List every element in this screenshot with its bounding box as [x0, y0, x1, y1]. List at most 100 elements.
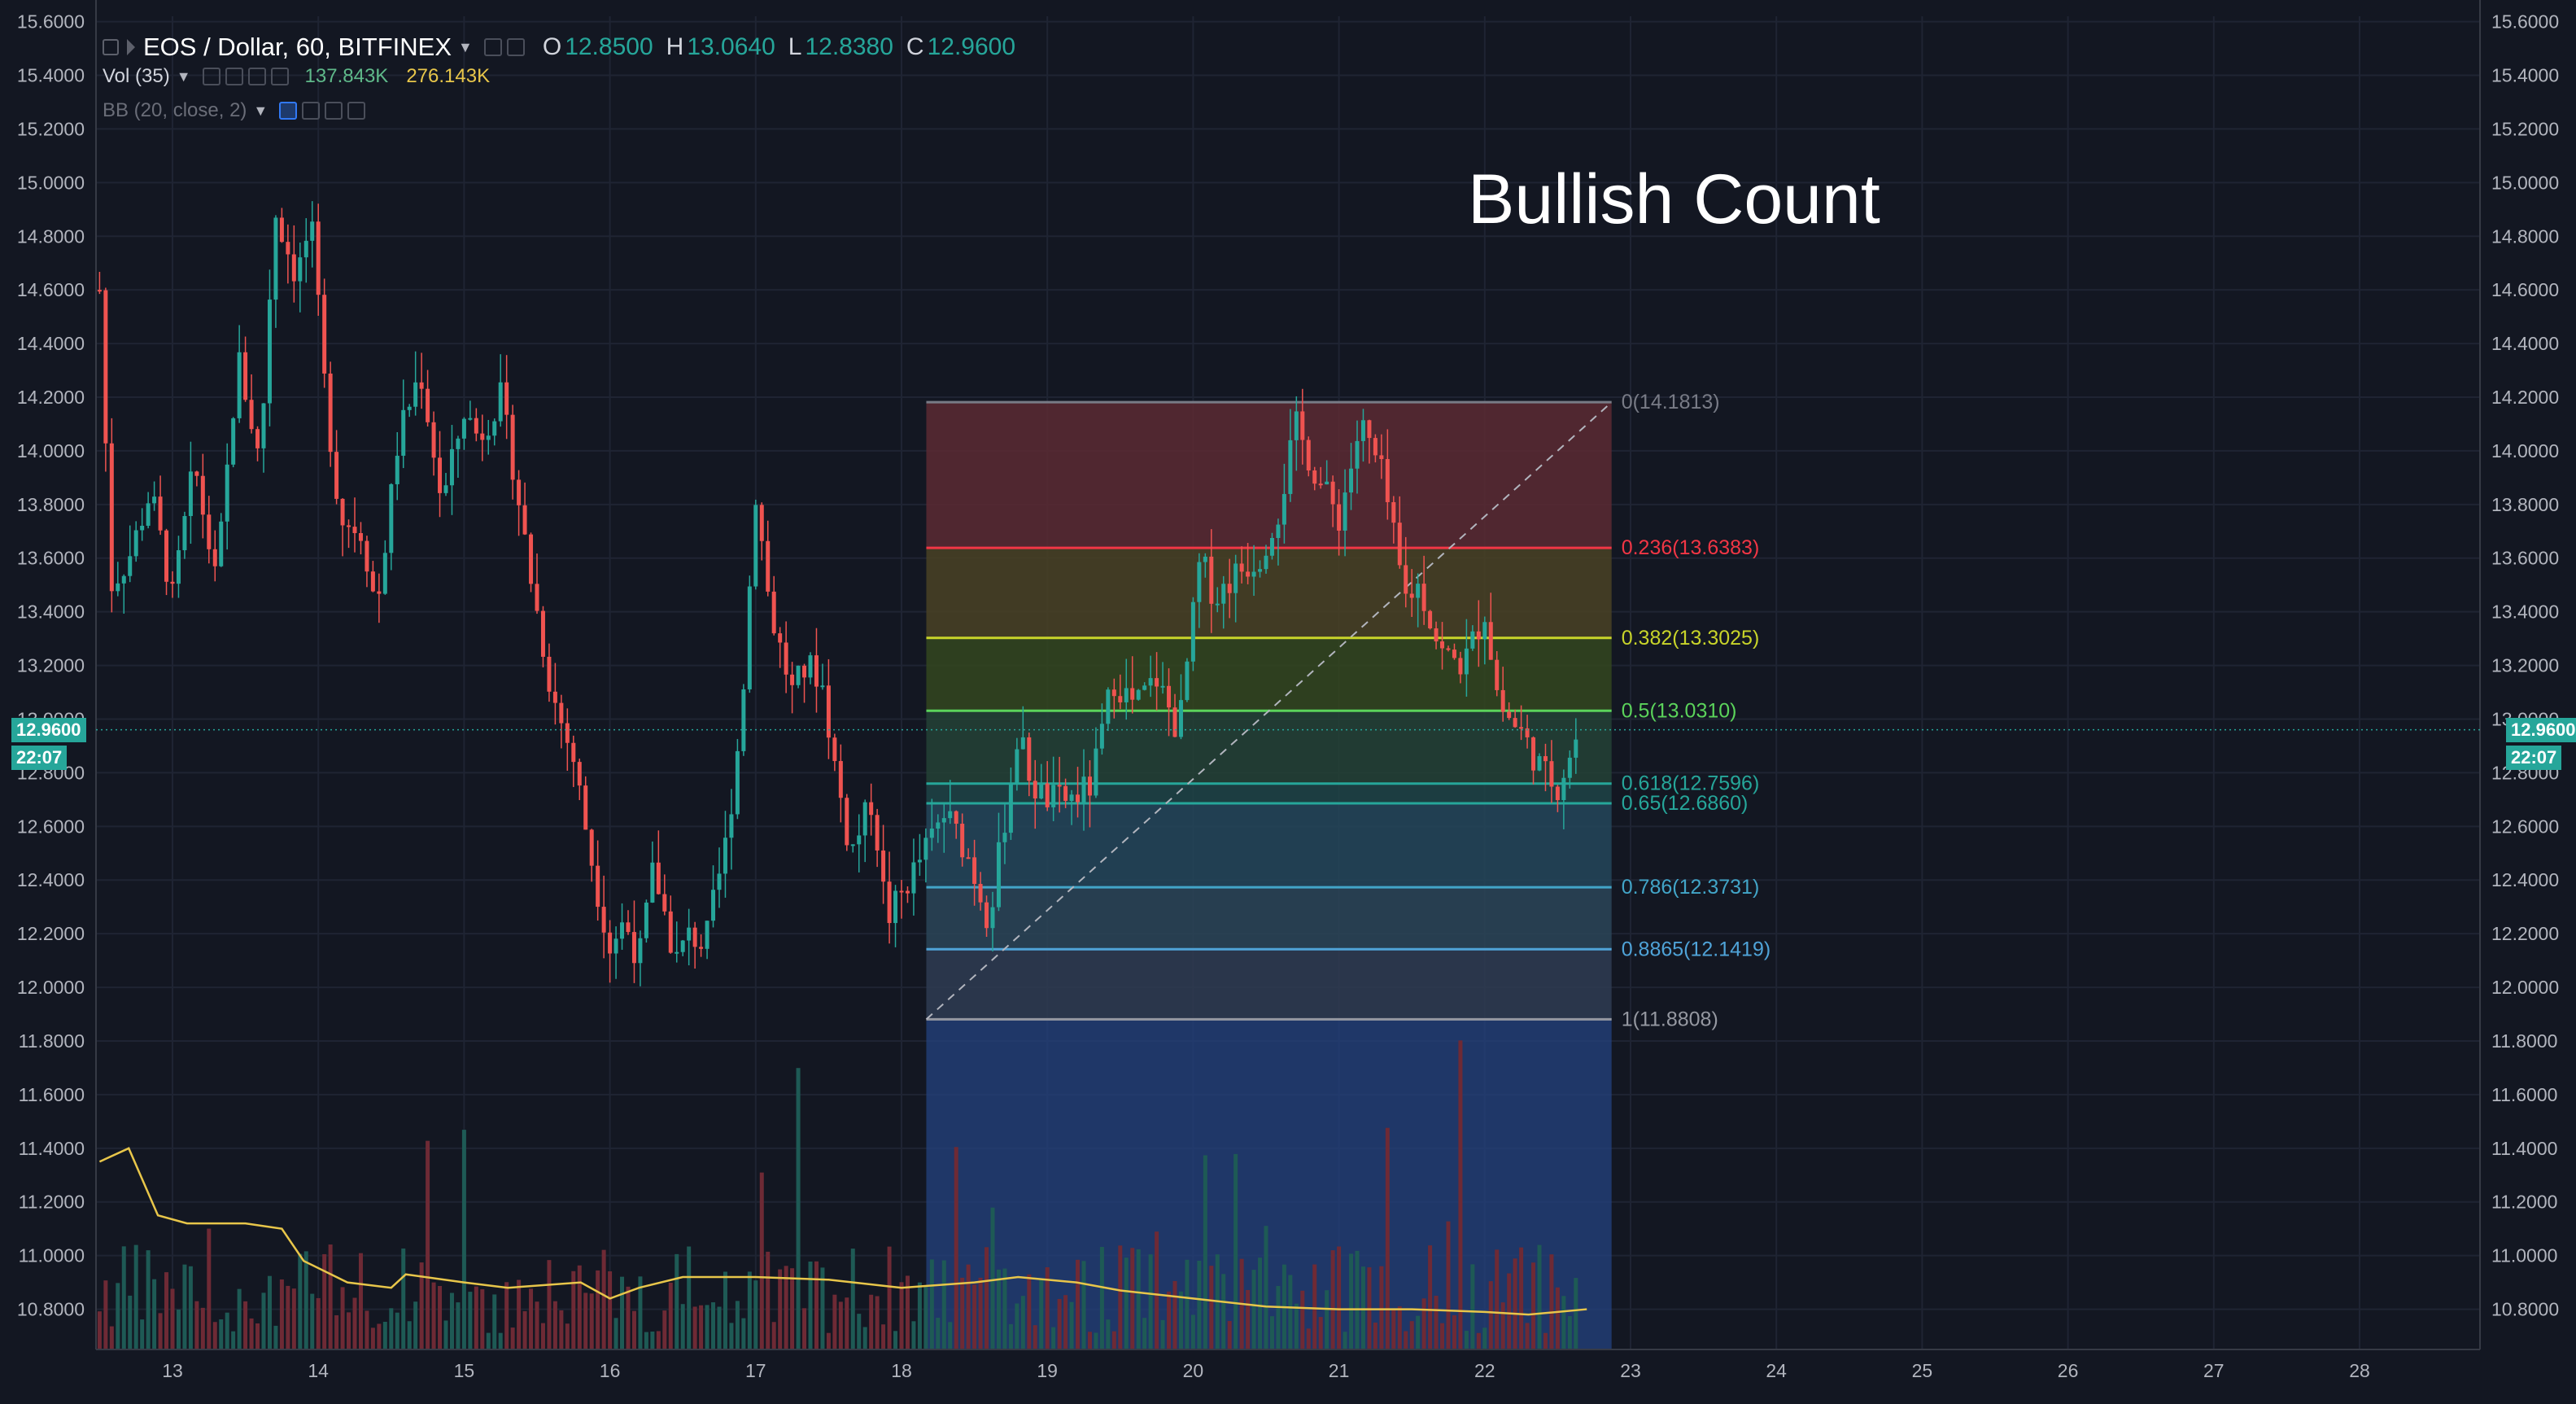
volume-bar [1246, 1289, 1251, 1349]
candle-body [941, 818, 946, 823]
candle-body [1136, 689, 1141, 700]
candle-body [711, 890, 716, 921]
fib-zone [926, 402, 1612, 549]
volume-bar [200, 1307, 205, 1349]
volume-bar [188, 1266, 193, 1349]
candle-body [267, 300, 272, 404]
candle-body [1294, 411, 1299, 440]
volume-bar [1446, 1221, 1451, 1349]
visibility-icon[interactable] [202, 68, 220, 85]
candle-body [1440, 641, 1445, 649]
candle-body [438, 457, 443, 493]
bb-label[interactable]: BB (20, close, 2) [103, 99, 247, 121]
candle-body [972, 857, 977, 885]
candle-body [1325, 481, 1329, 485]
volume-bar [347, 1312, 351, 1349]
volume-bar [377, 1323, 382, 1349]
candle-body [492, 421, 497, 436]
y-tick-label: 15.6000 [2491, 11, 2559, 33]
collapse-icon[interactable] [103, 39, 119, 55]
volume-bar [1391, 1310, 1396, 1349]
volume-bar [231, 1331, 236, 1349]
flag-icon[interactable] [127, 39, 135, 55]
candle-body [1312, 470, 1317, 484]
y-tick-label: 13.4000 [2491, 601, 2559, 623]
candle-body [1513, 718, 1517, 728]
settings-icon[interactable] [225, 68, 243, 85]
volume-bar [571, 1271, 576, 1349]
volume-bar [1500, 1302, 1505, 1349]
volume-bar [899, 1282, 904, 1349]
volume-bar [1069, 1301, 1074, 1349]
volume-bar [923, 1285, 928, 1349]
volume-bar [1227, 1321, 1232, 1349]
candle-body [279, 217, 284, 243]
chevron-down-icon[interactable]: ▼ [458, 38, 473, 55]
candle-body [1452, 650, 1456, 658]
volume-bar [310, 1293, 315, 1349]
visibility-icon[interactable] [483, 38, 502, 56]
fib-zone [926, 949, 1612, 1020]
volume-bar [461, 1130, 466, 1349]
chevron-down-icon[interactable]: ▼ [253, 102, 269, 119]
candle-body [1155, 678, 1159, 687]
candle-body [887, 881, 892, 924]
y-tick-label: 11.6000 [2491, 1084, 2557, 1105]
candle-body [1434, 628, 1439, 642]
last-price-tag-left: 12.9600 [11, 718, 86, 742]
candle-body [498, 382, 503, 422]
y-tick-label: 12.4000 [17, 869, 85, 890]
volume-bar [826, 1332, 831, 1349]
fib-level-label: 0.236(13.6383) [1622, 536, 1760, 559]
add-icon[interactable] [325, 102, 343, 120]
add-icon[interactable] [247, 68, 266, 85]
candle-body [316, 221, 321, 295]
volume-bar [291, 1288, 296, 1349]
candle-body [286, 242, 290, 255]
close-icon[interactable] [270, 68, 289, 85]
candle-body [170, 581, 175, 584]
visibility-icon[interactable] [279, 102, 298, 120]
candle-body [389, 483, 394, 553]
y-tick-label: 14.6000 [17, 279, 85, 300]
volume-bar [128, 1295, 133, 1349]
candle-body [589, 829, 594, 866]
candle-body [832, 737, 837, 762]
candle-body [1172, 707, 1177, 737]
y-tick-label: 10.8000 [2491, 1299, 2559, 1320]
volume-bar [456, 1302, 461, 1349]
volume-bar [279, 1279, 284, 1349]
candle-body [540, 610, 545, 657]
volume-bar [328, 1244, 333, 1349]
candle-body [1148, 678, 1153, 686]
y-tick-label: 13.6000 [2491, 548, 2559, 569]
candle-body [626, 922, 631, 933]
volume-bar [978, 1277, 983, 1349]
volume-bar [893, 1331, 898, 1349]
volume-bar [960, 1277, 965, 1349]
low-value: 12.8380 [805, 33, 893, 60]
volume-bar [650, 1332, 655, 1349]
x-tick-label: 15 [454, 1360, 475, 1381]
volume-bar [486, 1332, 491, 1349]
candle-body [753, 505, 758, 587]
candle-body [1099, 724, 1104, 749]
volume-bar [407, 1321, 412, 1349]
candle-body [1178, 700, 1183, 737]
settings-icon[interactable] [302, 102, 321, 120]
volume-bar [249, 1318, 254, 1349]
candle-body [212, 549, 217, 566]
candle-body [1069, 794, 1074, 801]
volume-bar [97, 1311, 102, 1349]
settings-icon[interactable] [506, 38, 525, 56]
symbol-title[interactable]: EOS / Dollar, 60, BITFINEX [143, 33, 452, 61]
candle-body [705, 921, 709, 949]
volume-bar [881, 1324, 886, 1349]
volume-label[interactable]: Vol (35) [103, 65, 170, 87]
close-icon[interactable] [347, 102, 366, 120]
chevron-down-icon[interactable]: ▼ [176, 68, 191, 85]
candle-body [1306, 440, 1311, 470]
candle-body [1033, 781, 1037, 799]
